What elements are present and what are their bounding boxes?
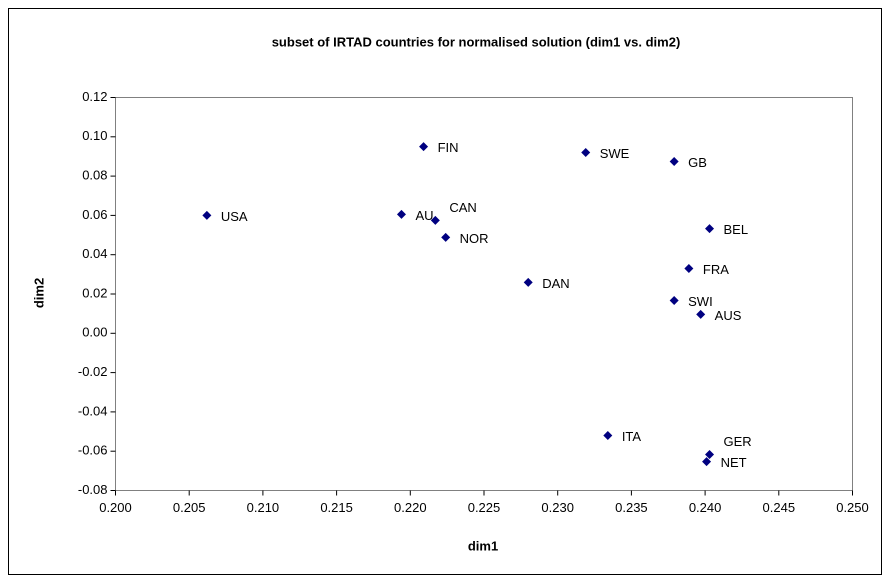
point (669, 295, 679, 305)
point-label: NOR (460, 231, 489, 246)
x-tick-label: 0.210 (247, 500, 280, 515)
point-label: GER (724, 434, 752, 449)
point (419, 142, 429, 152)
point-label: FRA (703, 262, 729, 277)
y-tick-label: 0.10 (82, 128, 107, 143)
point-label: AU (415, 208, 433, 223)
point (705, 224, 715, 234)
x-tick-label: 0.215 (320, 500, 353, 515)
x-tick-label: 0.235 (615, 500, 648, 515)
point-label: DAN (542, 276, 569, 291)
point (430, 215, 440, 225)
y-tick-label: -0.04 (78, 403, 108, 418)
x-axis-label: dim1 (468, 538, 498, 553)
point-label: CAN (449, 200, 476, 215)
y-tick-label: 0.12 (82, 89, 107, 104)
y-tick-label: 0.06 (82, 207, 107, 222)
y-tick-label: 0.08 (82, 168, 107, 183)
x-tick-label: 0.250 (836, 500, 869, 515)
chart-title: subset of IRTAD countries for normalised… (272, 34, 681, 49)
point (669, 157, 679, 167)
y-tick-label: 0.04 (82, 246, 107, 261)
x-tick-label: 0.240 (689, 500, 722, 515)
point-label: NET (721, 455, 747, 470)
point (523, 277, 533, 287)
point-label: FIN (438, 140, 459, 155)
point-label: GB (688, 155, 707, 170)
point (696, 309, 706, 319)
point-label: BEL (724, 222, 749, 237)
point (702, 457, 712, 467)
point (705, 450, 715, 460)
y-tick-label: 0.02 (82, 285, 107, 300)
plot-area (115, 97, 853, 491)
point (581, 148, 591, 158)
point (202, 210, 212, 220)
x-tick-label: 0.205 (173, 500, 206, 515)
x-tick-label: 0.220 (394, 500, 427, 515)
point (396, 209, 406, 219)
point-label: USA (221, 209, 248, 224)
x-tick-label: 0.230 (541, 500, 574, 515)
point-label: ITA (622, 429, 642, 444)
point-label: SWI (688, 294, 713, 309)
point-label: SWE (600, 146, 630, 161)
x-tick-label: 0.245 (763, 500, 796, 515)
point-label: AUS (715, 308, 742, 323)
point (603, 430, 613, 440)
y-tick-label: 0.00 (82, 325, 107, 340)
y-axis-label: dim2 (31, 278, 46, 308)
point (684, 263, 694, 273)
x-tick-label: 0.200 (99, 500, 132, 515)
point (441, 232, 451, 242)
y-tick-label: -0.02 (78, 364, 108, 379)
y-tick-label: -0.08 (78, 482, 108, 497)
x-tick-label: 0.225 (468, 500, 501, 515)
y-tick-label: -0.06 (78, 443, 108, 458)
